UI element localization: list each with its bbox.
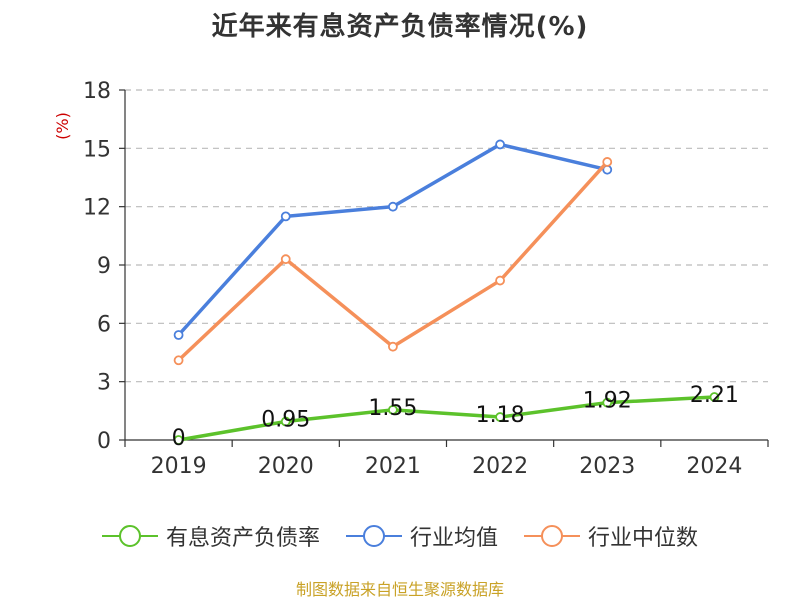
data-point [173,355,184,366]
data-point [388,201,398,212]
x-tick-label: 2019 [151,454,207,479]
series-line [177,160,609,362]
legend-item[interactable]: 有息资产负债率 [101,520,320,552]
data-point [280,211,291,222]
data-label: 2.21 [690,383,739,408]
data-point [495,412,505,422]
y-tick-label: 12 [83,196,111,221]
data-point [495,275,505,286]
y-axis-label: (%) [53,112,72,140]
y-tick-label: 6 [97,312,111,337]
legend: 有息资产负债率 行业均值 行业中位数 [0,520,800,552]
data-label: 0.95 [261,408,310,433]
source-note: 制图数据来自恒生聚源数据库 [295,580,504,599]
y-tick-label: 3 [97,371,111,396]
data-label: 1.92 [583,389,632,414]
data-point [709,392,720,402]
data-label: 0 [172,426,186,451]
legend-swatch-icon [524,524,580,548]
y-tick-label: 9 [97,254,111,279]
axes: 0 3 6 9 12 15 18 2019 2020 2021 2022 2023 2024 [83,79,769,479]
legend-swatch-icon [345,524,402,548]
data-point [173,330,184,340]
legend-swatch-icon [101,524,158,548]
data-labels: 0 0.95 1.55 1.18 1.92 2.21 [172,383,739,451]
legend-label: 行业均值 [409,526,498,551]
series-line [178,395,715,442]
legend-label: 有息资产负债率 [165,526,320,551]
legend-item[interactable]: 行业中位数 [524,520,698,552]
x-tick-label: 2022 [472,454,528,479]
legend-item[interactable]: 行业均值 [345,520,498,552]
x-tick-label: 2021 [365,454,421,479]
data-point [602,397,613,408]
x-tick-label: 2024 [686,454,742,479]
data-point [388,341,398,352]
data-point [280,416,291,427]
data-point [602,157,613,167]
data-point [173,435,184,445]
legend-label: 行业中位数 [588,526,699,551]
data-point [280,254,291,265]
data-point [495,139,505,150]
chart-title: 近年来有息资产负债率情况(%) [211,12,589,42]
series-line [177,142,608,337]
series-group [173,139,720,445]
x-tick-label: 2020 [258,454,314,479]
x-tick-label: 2023 [579,454,635,479]
data-label: 1.55 [368,396,417,421]
y-tick-label: 18 [83,79,111,104]
y-tick-label: 15 [83,137,111,162]
grid-lines [125,89,768,383]
data-label: 1.18 [476,403,525,428]
y-tick-label: 0 [97,429,111,454]
data-point [388,404,398,415]
